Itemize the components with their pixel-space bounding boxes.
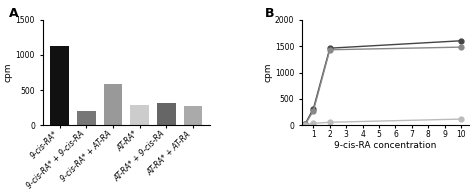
Text: B: B <box>265 7 274 20</box>
Line: total binding: total binding <box>303 45 464 127</box>
Bar <box>77 111 96 125</box>
Bar <box>50 46 69 125</box>
Line: unspecific binding: unspecific binding <box>303 38 464 126</box>
unspecific binding <box>302 123 308 125</box>
total binding <box>310 109 316 112</box>
Bar <box>130 105 149 125</box>
Line: specific binding: specific binding <box>303 117 464 127</box>
specific binding <box>458 118 464 120</box>
total binding <box>302 123 308 126</box>
total binding <box>327 49 333 51</box>
Y-axis label: cpm: cpm <box>263 63 272 82</box>
specific binding <box>302 124 308 126</box>
X-axis label: 9-cis-RA concentration: 9-cis-RA concentration <box>335 141 437 150</box>
Text: A: A <box>9 7 19 20</box>
specific binding <box>327 121 333 123</box>
Bar <box>183 106 202 125</box>
unspecific binding <box>327 47 333 49</box>
Y-axis label: cpm: cpm <box>4 63 13 82</box>
unspecific binding <box>458 40 464 42</box>
Bar <box>157 103 176 125</box>
total binding <box>458 46 464 48</box>
unspecific binding <box>310 107 316 110</box>
Bar <box>104 84 122 125</box>
specific binding <box>310 122 316 124</box>
